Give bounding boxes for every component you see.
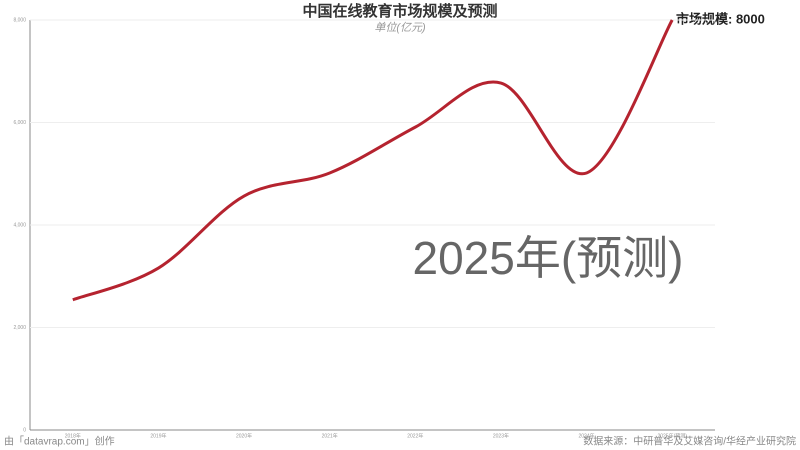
- x-tick-label: 2022年: [407, 432, 423, 439]
- tooltip-label: 市场规模: 8000: [676, 11, 765, 26]
- chart-subtitle: 单位(亿元): [374, 21, 426, 34]
- x-tick-label: 2019年: [150, 432, 166, 439]
- line: [72, 19, 674, 302]
- y-tick-label: 4,000: [13, 222, 26, 228]
- x-tick-label: 2023年: [493, 432, 509, 439]
- x-tick-label: 2020年: [236, 432, 252, 439]
- y-tick-label: 6,000: [13, 120, 26, 126]
- x-tick-label: 2024年: [579, 432, 595, 439]
- timeline-label: 2025年(预测): [413, 232, 684, 284]
- y-tick-label: 2,000: [13, 325, 26, 331]
- chart-title: 中国在线教育市场规模及预测: [302, 2, 497, 20]
- y-tick-label: 8,000: [13, 17, 26, 23]
- source: 数据来源：中研普华及艾媒咨询/华经产业研究院: [583, 435, 796, 448]
- x-tick-label: 2018年: [65, 432, 81, 439]
- x-tick-label: 2021年: [322, 432, 338, 439]
- y-tick-label: 0: [23, 427, 26, 433]
- credit: 由「datavrap.com」创作: [4, 435, 115, 448]
- x-tick-label: 2025年(预测): [657, 432, 687, 439]
